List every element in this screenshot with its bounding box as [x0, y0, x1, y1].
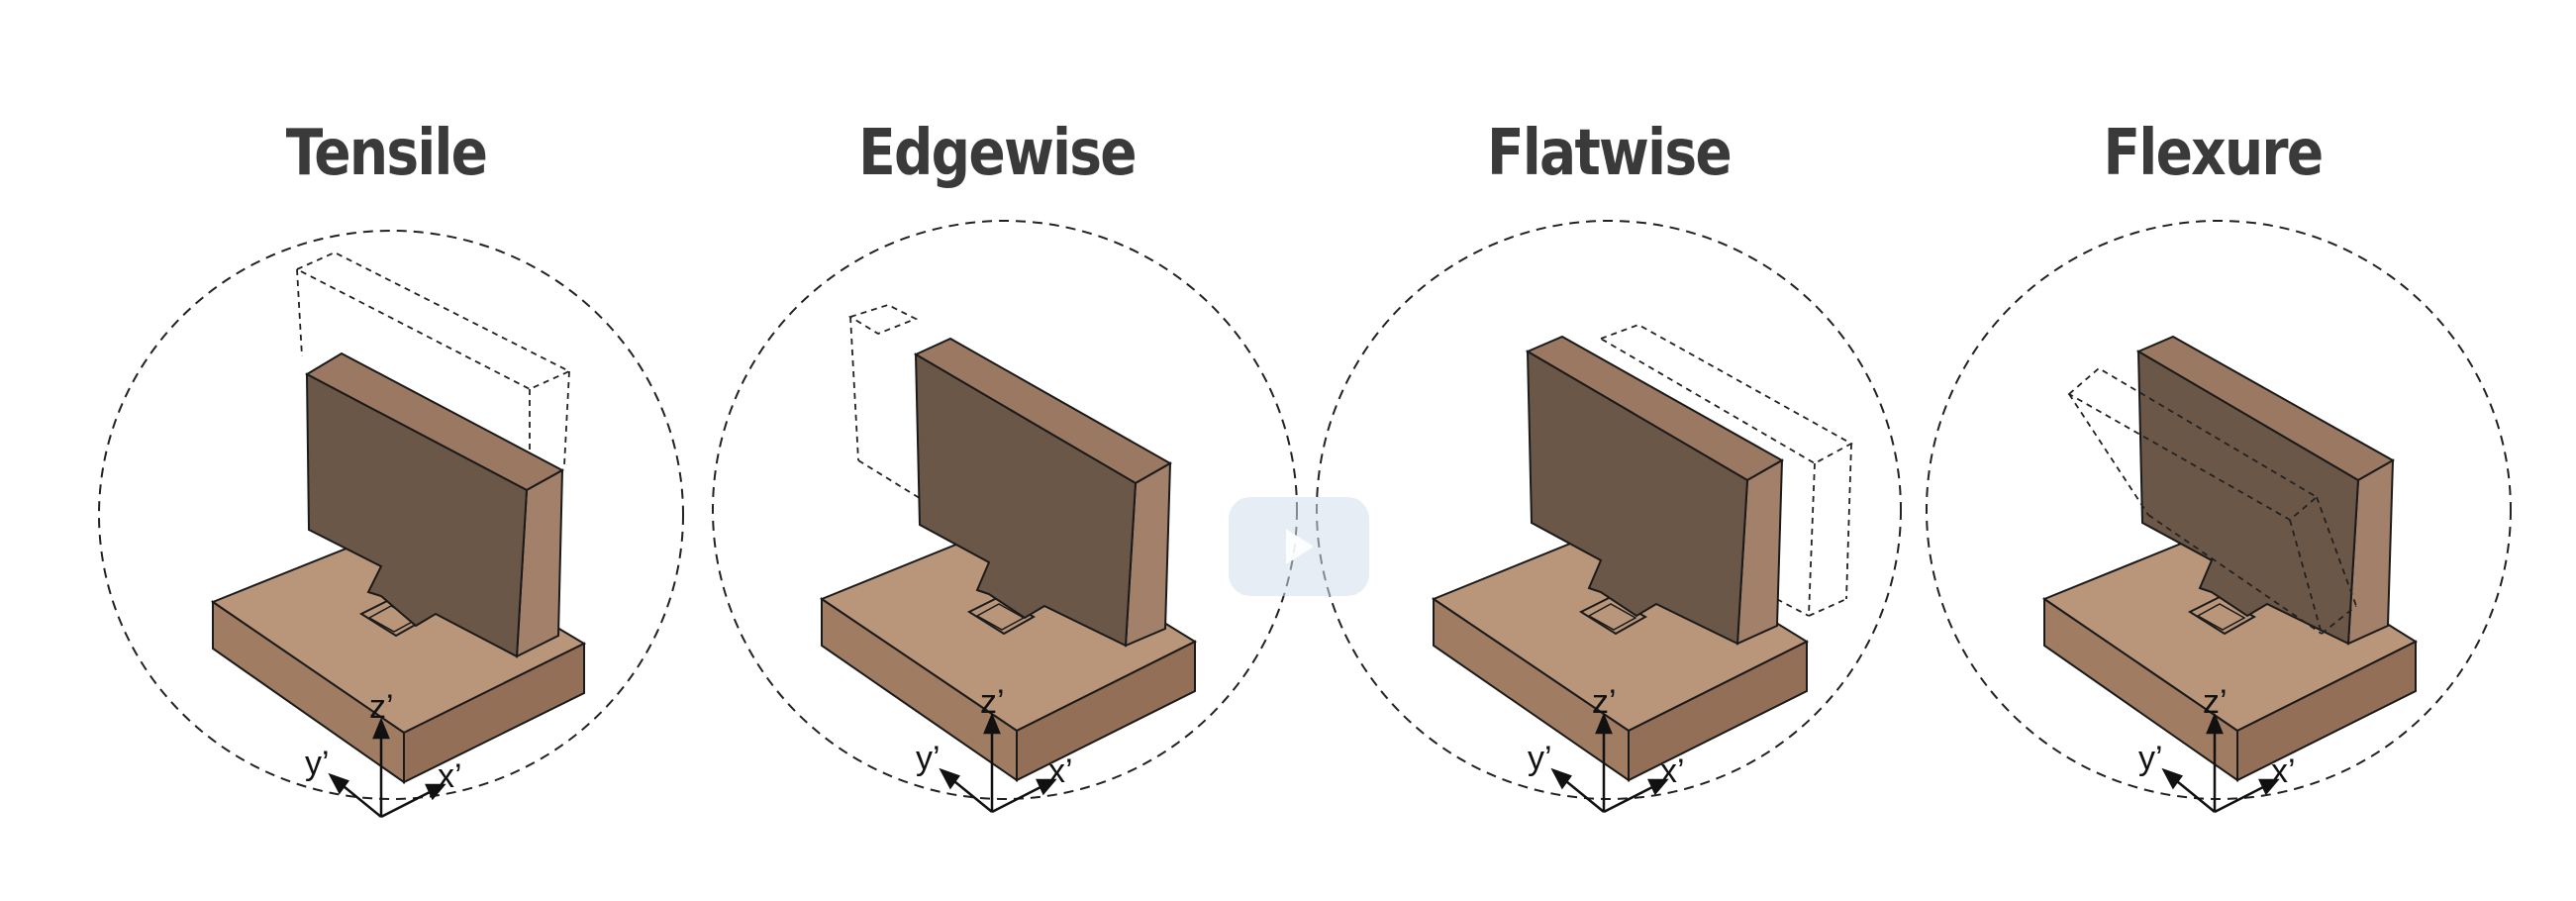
x-axis-label: x’ [1048, 752, 1073, 790]
base-right [403, 642, 585, 784]
panel-title: Flexure [2103, 117, 2325, 190]
slot [966, 595, 1037, 636]
y-axis-label: y’ [305, 745, 330, 782]
slot [2187, 595, 2257, 636]
coordinate-axes [2161, 712, 2280, 814]
displacement-outline [294, 251, 572, 466]
panel-tensile: Tensile z’ y’ x’ [79, 0, 693, 901]
play-triangle-icon [1286, 529, 1314, 564]
specimen-face [2136, 350, 2360, 646]
y-axis-label: y’ [1528, 740, 1552, 777]
edgewise-diagram: z’ y’ x’ [712, 220, 1298, 814]
panel-title: Tensile [285, 117, 488, 190]
displacement-outline [847, 304, 924, 501]
flexure-diagram: z’ y’ x’ [1926, 220, 2512, 814]
base-right [2236, 640, 2417, 782]
panel-title: Edgewise [858, 117, 1137, 190]
tensile-diagram: z’ y’ x’ [98, 230, 684, 819]
displacement-outline [2067, 366, 2357, 635]
z-axis-label: z’ [2203, 683, 2228, 721]
z-axis-label: z’ [1592, 683, 1617, 721]
y-axis-label: y’ [2138, 740, 2163, 777]
y-axis-label: y’ [916, 740, 941, 777]
specimen-face [914, 352, 1138, 648]
boundary-circle [98, 230, 684, 800]
coordinate-axes [328, 717, 446, 819]
flatwise-diagram: z’ y’ x’ [1316, 220, 1902, 814]
x-axis-label: x’ [2271, 752, 2296, 790]
coordinate-axes [939, 712, 1057, 814]
play-button-icon[interactable] [1229, 497, 1369, 596]
displacement-outline [1598, 324, 1853, 617]
boundary-circle [1926, 220, 2512, 800]
panel-edgewise: Edgewise z’ y’ x’ [690, 0, 1304, 901]
slot [1578, 595, 1648, 636]
x-axis-label: x’ [438, 757, 462, 795]
base-right [1628, 640, 1808, 782]
x-axis-label: x’ [1660, 752, 1685, 790]
specimen-face [1526, 350, 1749, 646]
coordinate-axes [1550, 712, 1669, 814]
z-axis-label: z’ [980, 683, 1005, 721]
z-axis-label: z’ [369, 688, 394, 726]
specimen-face [305, 372, 529, 658]
panel-flexure: Flexure z’ y’ x’ [1906, 0, 2520, 901]
panel-flatwise: Flatwise z’ y’ x’ [1302, 0, 1916, 901]
panel-title: Flatwise [1487, 117, 1733, 190]
base-right [1016, 640, 1196, 782]
